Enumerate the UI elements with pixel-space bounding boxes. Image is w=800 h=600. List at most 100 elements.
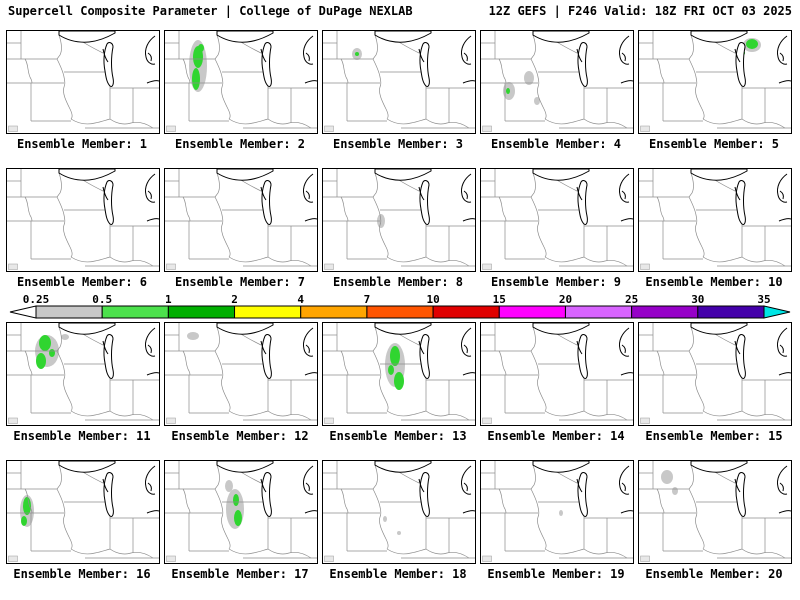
- panel-row-1: Ensemble Member: 1 Ensemble Member: 2 En…: [6, 30, 800, 152]
- colorbar-segment: [432, 305, 500, 319]
- ensemble-member-label: Ensemble Member: 20: [645, 567, 783, 581]
- colorbar-tick-label: 10: [426, 294, 439, 306]
- ensemble-panel: Ensemble Member: 10: [638, 168, 792, 290]
- panel-watermark: [324, 417, 334, 424]
- scp-blob-gray: [397, 531, 401, 535]
- panel-watermark: [166, 125, 176, 132]
- map-svg: [639, 169, 791, 270]
- map-panel: [322, 460, 476, 564]
- map-panel: [6, 30, 160, 134]
- colorbar-segment: [697, 305, 765, 319]
- colorbar-right-arrow: [763, 305, 791, 319]
- panel-watermark: [8, 263, 18, 270]
- scp-blob-green: [49, 349, 55, 357]
- map-panel: [164, 30, 318, 134]
- ensemble-member-label: Ensemble Member: 4: [490, 137, 622, 151]
- ensemble-member-label: Ensemble Member: 2: [174, 137, 306, 151]
- scp-blob-green: [746, 39, 758, 49]
- scp-blob-green: [355, 52, 359, 56]
- panel-watermark: [482, 125, 492, 132]
- panel-watermark: [482, 417, 492, 424]
- run-valid-info: 12Z GEFS | F246 Valid: 18Z FRI OCT 03 20…: [488, 4, 792, 18]
- panel-watermark: [482, 555, 492, 562]
- ensemble-panel: Ensemble Member: 5: [638, 30, 792, 152]
- ensemble-member-label: Ensemble Member: 12: [171, 429, 309, 443]
- colorbar-segment: [498, 305, 566, 319]
- scp-filled-areas: [225, 480, 244, 529]
- map-panel: [164, 460, 318, 564]
- scp-blob-green: [198, 44, 204, 52]
- ensemble-member-label: Ensemble Member: 11: [13, 429, 151, 443]
- panel-watermark: [482, 263, 492, 270]
- scp-filled-areas: [187, 332, 199, 340]
- panel-watermark: [640, 555, 650, 562]
- ensemble-member-label: Ensemble Member: 15: [645, 429, 783, 443]
- header: Supercell Composite Parameter | College …: [0, 0, 800, 18]
- map-svg: [323, 31, 475, 132]
- map-svg: [323, 323, 475, 424]
- scp-blob-gray: [534, 97, 540, 105]
- map-svg: [165, 169, 317, 270]
- scp-blob-gray: [383, 516, 387, 522]
- ensemble-panel: Ensemble Member: 15: [638, 322, 792, 444]
- panel-watermark: [166, 417, 176, 424]
- map-svg: [323, 461, 475, 562]
- colorbar-tick-label: 30: [691, 294, 704, 306]
- map-panel: [638, 322, 792, 426]
- scp-filled-areas: [189, 40, 207, 92]
- colorbar-segment: [300, 305, 368, 319]
- panel-watermark: [8, 555, 18, 562]
- scp-blob-green: [390, 346, 400, 366]
- scp-filled-areas: [559, 510, 563, 516]
- panel-watermark: [324, 555, 334, 562]
- colorbar-left-arrow: [9, 305, 37, 319]
- panel-watermark: [166, 263, 176, 270]
- map-panel: [638, 168, 792, 272]
- scp-filled-areas: [383, 516, 401, 535]
- ensemble-member-label: Ensemble Member: 7: [174, 275, 306, 289]
- panel-watermark: [8, 125, 18, 132]
- panel-watermark: [324, 263, 334, 270]
- scp-blob-green: [233, 494, 239, 506]
- colorbar-segment: [101, 305, 169, 319]
- ensemble-panel: Ensemble Member: 8: [322, 168, 476, 290]
- colorbar-tick-label: 1: [165, 294, 172, 306]
- scp-blob-gray: [225, 480, 233, 492]
- scp-filled-areas: [503, 71, 540, 105]
- scp-blob-green: [192, 68, 200, 90]
- map-panel: [322, 168, 476, 272]
- scp-blob-green: [388, 365, 394, 375]
- colorbar-segment: [167, 305, 236, 319]
- colorbar-segment: [234, 305, 302, 319]
- panel-row-4: Ensemble Member: 16 Ensemble Member: 17 …: [6, 460, 800, 582]
- scp-filled-areas: [20, 495, 34, 527]
- ensemble-panel: Ensemble Member: 13: [322, 322, 476, 444]
- ensemble-member-label: Ensemble Member: 16: [13, 567, 151, 581]
- map-svg: [165, 31, 317, 132]
- ensemble-panel: Ensemble Member: 16: [6, 460, 160, 582]
- map-panel: [164, 322, 318, 426]
- ensemble-member-label: Ensemble Member: 17: [171, 567, 309, 581]
- scp-blob-green: [23, 497, 31, 515]
- scp-blob-gray: [524, 71, 534, 85]
- panel-row-2: Ensemble Member: 6 Ensemble Member: 7 En…: [6, 168, 800, 290]
- scp-blob-gray: [661, 470, 673, 484]
- ensemble-member-label: Ensemble Member: 19: [487, 567, 625, 581]
- map-panel: [6, 322, 160, 426]
- scp-blob-gray: [672, 487, 678, 495]
- scp-blob-gray: [61, 334, 69, 340]
- colorbar-tick-label: 15: [493, 294, 506, 306]
- map-svg: [7, 323, 159, 424]
- scp-blob-green: [21, 516, 27, 526]
- ensemble-member-label: Ensemble Member: 18: [329, 567, 467, 581]
- ensemble-panel: Ensemble Member: 3: [322, 30, 476, 152]
- ensemble-member-label: Ensemble Member: 1: [16, 137, 148, 151]
- ensemble-member-label: Ensemble Member: 6: [16, 275, 148, 289]
- scp-filled-areas: [661, 470, 678, 495]
- map-svg: [481, 169, 633, 270]
- map-panel: [6, 168, 160, 272]
- map-panel: [638, 30, 792, 134]
- map-panel: [6, 460, 160, 564]
- map-svg: [7, 31, 159, 132]
- product-title: Supercell Composite Parameter | College …: [8, 4, 413, 18]
